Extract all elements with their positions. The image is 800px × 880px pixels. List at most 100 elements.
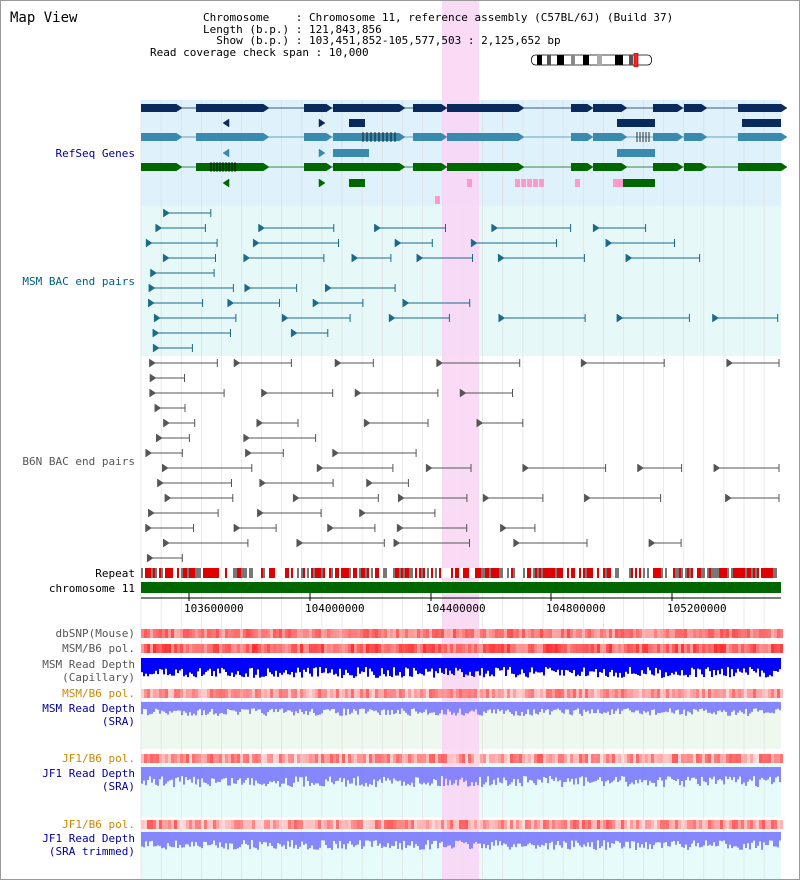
polymorphism-cell [381,689,384,698]
polymorphism-cell [201,689,204,698]
repeat-cell [181,568,183,578]
polymorphism-cell [156,644,159,653]
read-depth-bar [613,832,615,844]
read-depth-bar [777,767,779,777]
polymorphism-cell [720,689,723,698]
polymorphism-cell [255,754,258,763]
polymorphism-cell [342,629,345,638]
read-depth-bar [153,658,155,674]
read-depth-bar [221,767,223,780]
polymorphism-cell [594,644,597,653]
read-depth-bar [643,702,645,711]
gene-strand-arrow [586,132,594,142]
read-depth-bar [733,832,735,847]
polymorphism-cell [534,820,537,829]
read-depth-bar [169,658,171,675]
read-depth-bar [309,767,311,786]
polymorphism-cell [267,820,270,829]
polymorphism-cell [585,754,588,763]
polymorphism-cell [324,629,327,638]
repeat-cell [365,568,367,578]
polymorphism-cell [495,629,498,638]
polymorphism-cell [705,689,708,698]
ideogram-band [583,55,589,65]
read-depth-bar [661,658,663,678]
read-depth-bar [265,702,267,716]
repeat-cell [773,568,775,578]
polymorphism-cell [162,689,165,698]
read-depth-bar [533,832,535,846]
polymorphism-cell [414,689,417,698]
polymorphism-cell [483,689,486,698]
polymorphism-cell [657,689,660,698]
read-depth-bar [261,832,263,845]
read-depth-bar [329,767,331,777]
polymorphism-cell [258,629,261,638]
read-depth-bar [261,658,263,677]
read-depth-bar [447,658,449,675]
repeat-cell [753,568,755,578]
repeat-cell [425,568,427,578]
polymorphism-cell [366,754,369,763]
read-depth-bar [669,767,671,777]
polymorphism-cell [717,629,720,638]
polymorphism-cell [714,689,717,698]
polymorphism-cell [633,689,636,698]
read-depth-bar [715,702,717,715]
polymorphism-cell [630,644,633,653]
read-depth-bar [593,767,595,782]
polymorphism-cell [534,629,537,638]
read-depth-bar [729,702,731,716]
polymorphism-cell [723,820,726,829]
repeat-cell [527,568,529,578]
read-depth-bar [729,767,731,777]
read-depth-bar [179,658,181,671]
polymorphism-cell [696,754,699,763]
polymorphism-cell [321,820,324,829]
polymorphism-cell [408,644,411,653]
repeat-cell [687,568,689,578]
repeat-cell [225,568,227,578]
read-depth-bar [317,702,319,715]
read-depth-bar [253,832,255,848]
polymorphism-cell [732,644,735,653]
chromosome-ideogram[interactable] [531,53,655,67]
polymorphism-cell [147,629,150,638]
read-depth-bar [633,832,635,842]
read-depth-bar [593,702,595,714]
polymorphism-cell [567,629,570,638]
gene-exon-block [413,133,441,141]
polymorphism-cell [210,629,213,638]
read-depth-bar [193,767,195,777]
read-depth-bar [481,832,483,849]
polymorphism-cell [573,754,576,763]
polymorphism-cell [564,820,567,829]
polymorphism-cell [435,689,438,698]
read-depth-bar [681,767,683,781]
polymorphism-cell [438,820,441,829]
polymorphism-cell [663,754,666,763]
read-depth-bar [597,832,599,841]
read-depth-bar [625,658,627,672]
repeat-cell [433,568,435,578]
polymorphism-cell [165,629,168,638]
read-depth-bar [767,832,769,845]
polymorphism-cell [141,629,144,638]
read-depth-bar [575,658,577,677]
polymorphism-cell [492,820,495,829]
polymorphism-cell [264,689,267,698]
jf1-depth-trim-label-2: (SRA trimmed) [48,845,135,858]
repeat-cell [267,568,269,578]
read-depth-bar [309,702,311,712]
polymorphism-cell [729,644,732,653]
read-depth-bar [149,658,151,675]
read-depth-bar [687,832,689,850]
repeat-cell [525,568,527,578]
polymorphism-cell [684,689,687,698]
polymorphism-cell [759,820,762,829]
polymorphism-cell [570,820,573,829]
polymorphism-cell [405,754,408,763]
polymorphism-cell [702,689,705,698]
read-depth-bar [265,658,267,676]
